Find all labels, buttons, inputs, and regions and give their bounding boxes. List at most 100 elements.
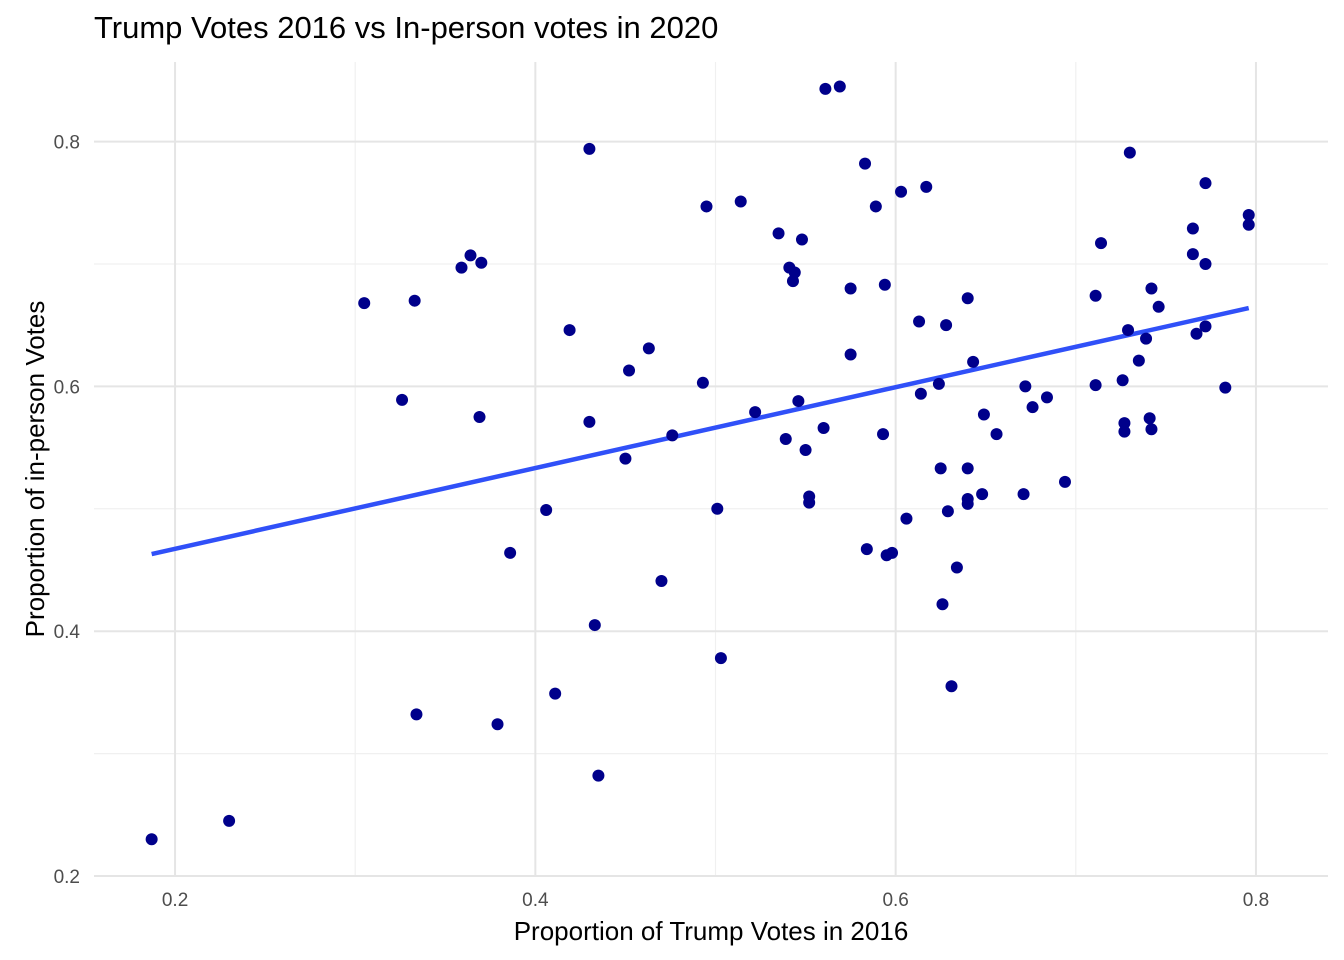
data-point xyxy=(564,324,576,336)
data-point xyxy=(780,433,792,445)
data-point xyxy=(886,547,898,559)
y-tick-label: 0.8 xyxy=(54,133,80,154)
data-point xyxy=(223,815,235,827)
data-point xyxy=(991,428,1003,440)
data-point xyxy=(900,513,912,525)
data-point xyxy=(1041,391,1053,403)
data-point xyxy=(1018,488,1030,500)
data-point xyxy=(1243,219,1255,231)
data-point xyxy=(861,543,873,555)
x-tick-label: 0.8 xyxy=(1243,890,1269,911)
x-tick-label: 0.2 xyxy=(162,890,188,911)
data-point xyxy=(549,688,561,700)
trend-line-group xyxy=(152,308,1249,554)
data-point xyxy=(146,833,158,845)
data-point xyxy=(410,708,422,720)
x-axis-label: Proportion of Trump Votes in 2016 xyxy=(514,916,909,946)
data-point xyxy=(877,428,889,440)
data-point xyxy=(1187,248,1199,260)
data-point xyxy=(1200,177,1212,189)
data-point xyxy=(845,349,857,361)
data-point xyxy=(1140,333,1152,345)
data-point xyxy=(1145,282,1157,294)
data-point xyxy=(967,356,979,368)
data-point xyxy=(942,505,954,517)
x-tick-label: 0.4 xyxy=(522,890,549,911)
data-point xyxy=(951,562,963,574)
chart-title: Trump Votes 2016 vs In-person votes in 2… xyxy=(94,10,718,45)
data-point xyxy=(1059,476,1071,488)
data-point xyxy=(1118,417,1130,429)
trend-line xyxy=(152,308,1249,554)
data-point xyxy=(715,652,727,664)
data-point xyxy=(792,395,804,407)
data-point xyxy=(870,200,882,212)
data-point xyxy=(1144,412,1156,424)
data-point xyxy=(945,680,957,692)
y-tick-label: 0.4 xyxy=(54,622,81,643)
data-point xyxy=(409,295,421,307)
data-point xyxy=(619,453,631,465)
data-point xyxy=(1187,222,1199,234)
data-point xyxy=(1019,380,1031,392)
x-tick-label: 0.6 xyxy=(882,890,908,911)
data-point xyxy=(749,406,761,418)
data-point xyxy=(504,547,516,559)
data-point xyxy=(879,279,891,291)
y-tick-label: 0.2 xyxy=(54,867,80,888)
data-point xyxy=(800,444,812,456)
data-point xyxy=(1200,320,1212,332)
data-point xyxy=(796,233,808,245)
data-point xyxy=(474,411,486,423)
y-axis-label: Proportion of in-person Votes xyxy=(20,301,50,638)
data-point xyxy=(589,619,601,631)
data-point xyxy=(465,249,477,261)
tick-labels: 0.2 0.4 0.6 0.8 0.2 0.4 0.6 0.8 xyxy=(54,133,1270,911)
data-point xyxy=(962,462,974,474)
data-point xyxy=(455,262,467,274)
data-point xyxy=(735,196,747,208)
data-point xyxy=(666,429,678,441)
data-point xyxy=(592,770,604,782)
data-point xyxy=(845,282,857,294)
data-point xyxy=(773,227,785,239)
data-point xyxy=(358,297,370,309)
data-point xyxy=(492,718,504,730)
data-point xyxy=(1090,290,1102,302)
data-point xyxy=(819,83,831,95)
data-point xyxy=(697,377,709,389)
data-point xyxy=(1095,237,1107,249)
data-point xyxy=(962,292,974,304)
data-point xyxy=(1219,382,1231,394)
y-tick-label: 0.6 xyxy=(54,377,80,398)
data-point xyxy=(475,257,487,269)
data-point xyxy=(818,422,830,434)
data-point xyxy=(643,342,655,354)
data-point xyxy=(655,575,667,587)
data-point xyxy=(895,186,907,198)
data-point xyxy=(583,416,595,428)
data-point xyxy=(1200,258,1212,270)
data-point xyxy=(933,378,945,390)
data-point xyxy=(936,598,948,610)
data-point xyxy=(1122,324,1134,336)
data-point xyxy=(1124,147,1136,159)
data-point xyxy=(540,504,552,516)
data-point xyxy=(920,181,932,193)
data-point xyxy=(583,143,595,155)
data-point xyxy=(935,462,947,474)
data-point xyxy=(1027,401,1039,413)
data-point xyxy=(1145,423,1157,435)
data-point xyxy=(976,488,988,500)
data-point xyxy=(940,319,952,331)
data-point xyxy=(623,364,635,376)
data-point xyxy=(1090,379,1102,391)
data-point xyxy=(1133,355,1145,367)
data-point xyxy=(962,498,974,510)
grid xyxy=(94,62,1328,876)
data-point xyxy=(915,388,927,400)
data-point xyxy=(978,409,990,421)
data-point xyxy=(913,316,925,328)
